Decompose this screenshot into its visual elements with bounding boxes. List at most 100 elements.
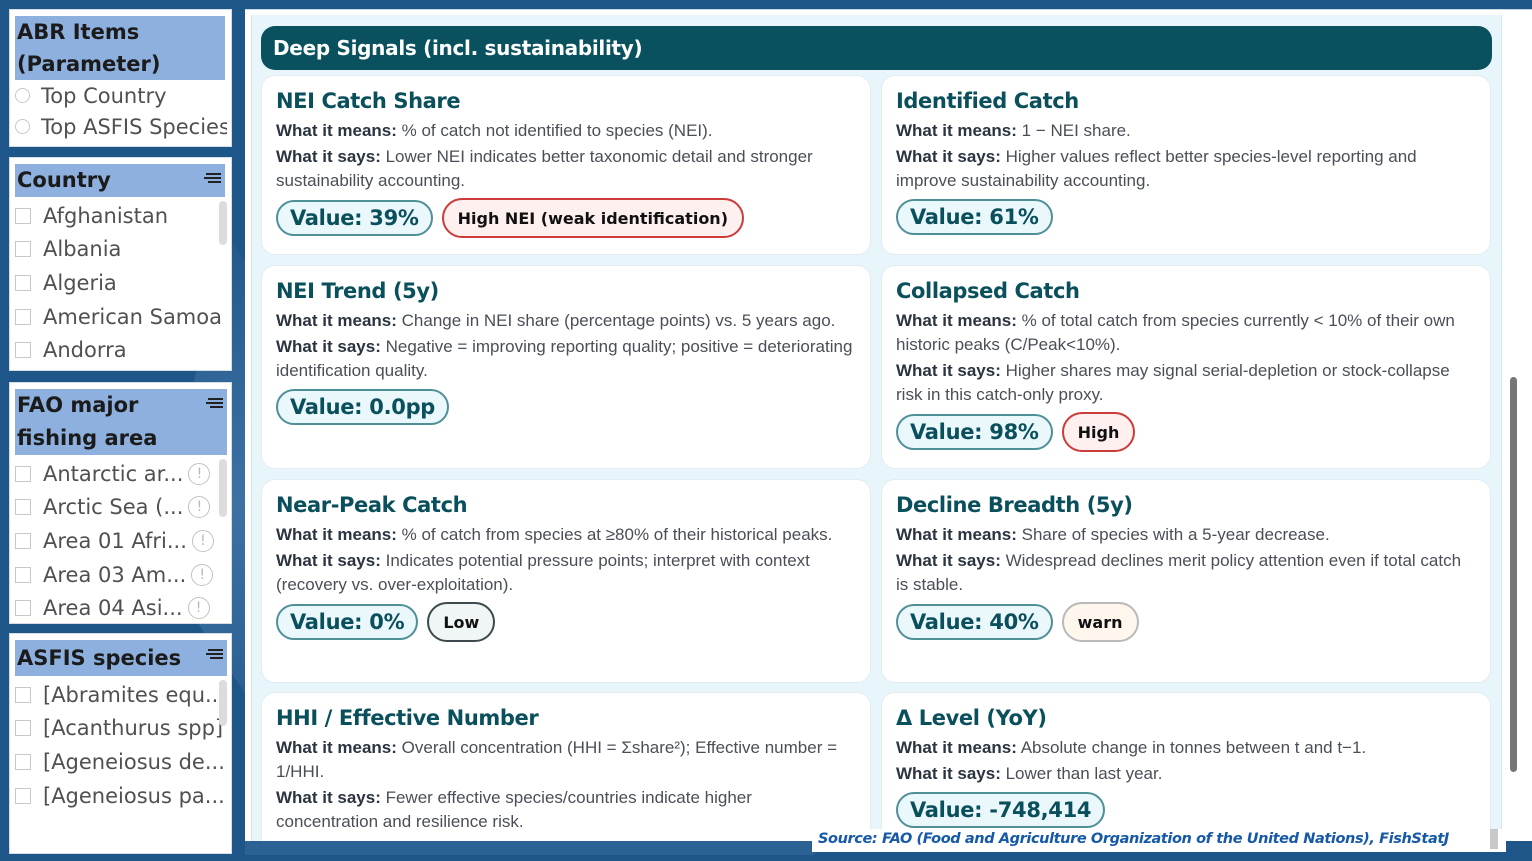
slicer-title: FAO major fishing area [15,389,227,455]
card-says: What it says: Fewer effective species/co… [276,788,752,831]
slicer-option[interactable]: Albania [15,233,227,267]
card-title: Near-Peak Catch [276,493,468,517]
slicer-option[interactable]: [Abramites equ... [15,678,227,712]
card-means: What it means: Share of species with a 5… [896,525,1330,544]
status-badge: warn [1061,602,1139,642]
deep-signals-panel: Deep Signals (incl. sustainability) NEI … [245,9,1532,842]
slicer-title: ASFIS species [15,640,227,676]
slicer-option[interactable]: Area 03 Am...! [15,558,227,592]
slicer-option-top-country[interactable]: Top Country [15,80,227,111]
checkbox-icon[interactable] [15,787,31,804]
slicer-option[interactable]: [Ageneiosus pa... [15,779,227,813]
slicer-title: ABR Items (Parameter) [15,16,225,80]
value-pill: Value: 39% [276,200,433,236]
checkbox-icon[interactable] [15,566,31,583]
checkbox-icon[interactable] [15,465,31,482]
card-collapsed-catch: Collapsed Catch What it means: % of tota… [881,265,1491,469]
slicer-option-top-asfis-species[interactable]: Top ASFIS Species [15,111,227,142]
card-title: Decline Breadth (5y) [896,493,1133,517]
checkbox-icon[interactable] [15,532,31,549]
slicer-fao-area: FAO major fishing area Antarctic ar...! … [9,382,232,624]
cards-scroll-area[interactable]: Deep Signals (incl. sustainability) NEI … [251,15,1502,842]
slicer-option[interactable]: Arctic Sea (...! [15,491,227,525]
status-badge: Low [427,602,496,642]
sort-menu-icon[interactable] [206,398,223,408]
checkbox-icon[interactable] [15,342,31,359]
checkbox-icon[interactable] [15,720,31,737]
card-means: What it means: Absolute change in tonnes… [896,738,1367,757]
info-exclamation-icon[interactable]: ! [191,529,214,552]
card-says: What it says: Indicates potential pressu… [276,551,810,594]
slicer-scrollbar[interactable] [219,459,227,517]
card-nei-catch-share: NEI Catch Share What it means: % of catc… [261,75,871,255]
status-badge: High NEI (weak identification) [441,198,745,238]
card-identified-catch: Identified Catch What it means: 1 − NEI … [881,75,1491,255]
checkbox-icon[interactable] [15,753,31,770]
value-pill: Value: 0.0pp [276,389,450,425]
card-means: What it means: % of catch not identified… [276,121,713,140]
card-title: Identified Catch [896,89,1079,113]
slicer-option[interactable]: American Samoa [15,300,227,334]
slicer-option[interactable]: Antarctic ar...! [15,457,227,491]
checkbox-icon[interactable] [15,686,31,703]
card-means: What it means: % of catch from species a… [276,525,833,544]
slicer-option[interactable]: Andorra [15,333,227,367]
card-says: What it says: Higher values reflect bett… [896,147,1417,190]
card-says: What it says: Widespread declines merit … [896,551,1462,594]
card-means: What it means: Change in NEI share (perc… [276,311,836,330]
value-pill: Value: -748,414 [896,792,1106,828]
info-exclamation-icon[interactable]: ! [188,496,211,519]
panel-scrollbar[interactable] [1510,377,1517,772]
slicer-option[interactable]: Area 01 Afri...! [15,524,227,558]
card-says: What it says: Lower than last year. [896,764,1163,783]
slicer-option[interactable]: Afghanistan [15,199,227,233]
card-means: What it means: Overall concentration (HH… [276,738,838,781]
card-means: What it means: % of total catch from spe… [896,311,1455,354]
slicer-asfis-species: ASFIS species [Abramites equ... [Acanthu… [9,633,232,854]
slicer-option[interactable]: [Ageneiosus de... [15,745,227,779]
radio-icon[interactable] [15,88,30,103]
card-says: What it says: Lower NEI indicates better… [276,147,813,190]
card-title: Collapsed Catch [896,279,1080,303]
radio-icon[interactable] [15,119,30,134]
slicer-country: Country Afghanistan Albania Algeria Amer… [9,157,232,371]
card-says: What it says: Negative = improving repor… [276,337,853,380]
sort-menu-icon[interactable] [206,649,223,659]
card-nei-trend: NEI Trend (5y) What it means: Change in … [261,265,871,469]
value-pill: Value: 40% [896,604,1053,640]
slicer-title: Country [15,164,225,197]
checkbox-icon[interactable] [15,308,31,325]
card-says: What it says: Higher shares may signal s… [896,361,1450,404]
card-title: HHI / Effective Number [276,706,539,730]
slicer-scrollbar[interactable] [219,201,227,245]
info-exclamation-icon[interactable]: ! [187,597,210,620]
card-hhi-effective-number: HHI / Effective Number What it means: Ov… [261,692,871,842]
checkbox-icon[interactable] [15,274,31,291]
checkbox-icon[interactable] [15,600,31,617]
checkbox-icon[interactable] [15,499,31,516]
card-title: Δ Level (YoY) [896,706,1047,730]
slicer-option[interactable]: Area 04 Asi...! [15,591,227,623]
card-title: NEI Trend (5y) [276,279,439,303]
slicer-option[interactable]: [Acanthurus spp] [15,712,227,746]
section-title: Deep Signals (incl. sustainability) [261,26,1492,70]
card-means: What it means: 1 − NEI share. [896,121,1131,140]
checkbox-icon[interactable] [15,241,31,258]
value-pill: Value: 0% [276,604,419,640]
status-badge: High [1061,412,1136,452]
card-title: NEI Catch Share [276,89,461,113]
value-pill: Value: 61% [896,199,1053,235]
source-scrollbar[interactable] [1490,829,1498,849]
slicer-scrollbar[interactable] [219,680,227,726]
bottom-strip [245,841,815,855]
card-near-peak-catch: Near-Peak Catch What it means: % of catc… [261,479,871,683]
card-delta-level-yoy: Δ Level (YoY) What it means: Absolute ch… [881,692,1491,842]
value-pill: Value: 98% [896,414,1053,450]
card-decline-breadth: Decline Breadth (5y) What it means: Shar… [881,479,1491,683]
checkbox-icon[interactable] [15,207,31,224]
info-exclamation-icon[interactable]: ! [188,462,211,485]
slicer-abr-items: ABR Items (Parameter) Top Country Top AS… [9,9,232,147]
info-exclamation-icon[interactable]: ! [191,563,214,586]
sort-menu-icon[interactable] [204,173,221,183]
slicer-option[interactable]: Algeria [15,266,227,300]
